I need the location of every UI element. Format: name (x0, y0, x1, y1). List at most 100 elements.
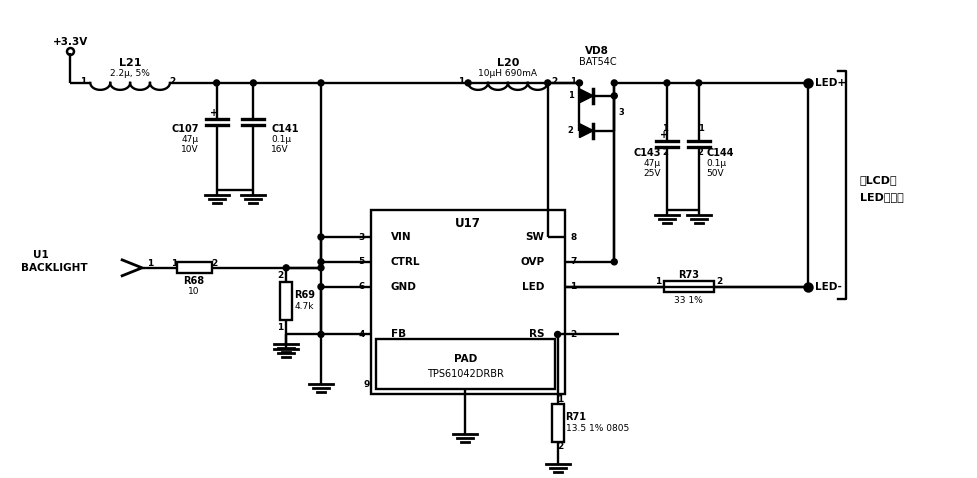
Text: 2.2μ, 5%: 2.2μ, 5% (110, 69, 149, 78)
Text: +: + (659, 130, 667, 140)
Text: LED供电端: LED供电端 (859, 192, 903, 202)
Text: R73: R73 (678, 270, 699, 280)
Text: SW: SW (525, 232, 544, 242)
Circle shape (804, 80, 810, 86)
Text: 1: 1 (80, 77, 86, 87)
Text: L20: L20 (496, 58, 519, 68)
Text: 9: 9 (362, 380, 369, 389)
Text: RS: RS (529, 329, 544, 339)
Circle shape (318, 234, 323, 240)
Text: 1: 1 (661, 124, 667, 133)
Text: U17: U17 (454, 217, 480, 229)
Text: 10V: 10V (181, 145, 198, 154)
Text: 1: 1 (171, 260, 177, 268)
Text: 1: 1 (570, 282, 576, 291)
Circle shape (318, 331, 323, 337)
Text: 2: 2 (661, 148, 667, 157)
Text: R71: R71 (565, 412, 586, 422)
Text: 3: 3 (617, 108, 623, 117)
Circle shape (695, 80, 701, 86)
Circle shape (318, 284, 323, 290)
Text: 6: 6 (359, 282, 364, 291)
Text: VD8: VD8 (585, 46, 609, 56)
Text: CTRL: CTRL (390, 257, 420, 267)
Text: 47μ: 47μ (643, 159, 660, 168)
Bar (177, 262, 211, 273)
Text: LED+: LED+ (814, 78, 845, 88)
Text: +3.3V: +3.3V (53, 37, 88, 47)
Text: 5: 5 (359, 257, 364, 266)
Text: 8: 8 (570, 232, 576, 241)
Text: 33 1%: 33 1% (674, 296, 702, 305)
Text: 25V: 25V (643, 169, 660, 178)
Text: 2: 2 (716, 277, 722, 286)
Text: PAD: PAD (453, 354, 476, 364)
Text: 1: 1 (147, 260, 153, 268)
Text: U1: U1 (32, 250, 49, 260)
Text: 4.7k: 4.7k (294, 302, 314, 311)
Text: 1: 1 (567, 91, 573, 100)
Text: 1: 1 (276, 323, 283, 332)
Circle shape (611, 93, 616, 99)
Circle shape (318, 259, 323, 265)
Circle shape (611, 80, 616, 86)
Text: 2: 2 (567, 126, 573, 135)
Text: 2: 2 (211, 260, 218, 268)
Text: C141: C141 (271, 124, 298, 134)
Text: 2: 2 (570, 330, 576, 339)
Polygon shape (579, 124, 593, 138)
Text: L21: L21 (119, 58, 142, 68)
Text: C143: C143 (633, 148, 660, 158)
Text: 0.1μ: 0.1μ (271, 135, 291, 144)
Text: C144: C144 (706, 148, 734, 158)
Circle shape (611, 259, 616, 265)
Text: 2: 2 (557, 442, 563, 451)
Text: BACKLIGHT: BACKLIGHT (21, 263, 87, 273)
Text: OVP: OVP (520, 257, 544, 267)
Text: 2: 2 (698, 148, 703, 157)
Circle shape (465, 80, 471, 86)
Bar (375, 339, 554, 389)
Circle shape (250, 80, 256, 86)
Text: 16V: 16V (271, 145, 288, 154)
Text: 1: 1 (569, 77, 574, 87)
Text: 1: 1 (457, 77, 464, 87)
Text: 10: 10 (188, 287, 199, 296)
Circle shape (283, 265, 289, 271)
Circle shape (575, 80, 582, 86)
Text: LED-: LED- (814, 282, 841, 292)
Text: BAT54C: BAT54C (578, 57, 616, 67)
Circle shape (554, 331, 560, 337)
Circle shape (663, 80, 669, 86)
Text: VIN: VIN (390, 232, 410, 242)
Circle shape (318, 265, 323, 271)
Bar (280, 282, 292, 319)
Text: 7: 7 (570, 257, 576, 266)
Text: 1: 1 (654, 277, 660, 286)
Text: C107: C107 (171, 124, 198, 134)
Text: 3: 3 (359, 232, 364, 241)
Bar (370, 210, 564, 394)
Text: 1: 1 (698, 124, 703, 133)
Polygon shape (579, 89, 593, 103)
Text: 47μ: 47μ (182, 135, 198, 144)
Text: 50V: 50V (706, 169, 724, 178)
Text: R69: R69 (294, 290, 315, 300)
Text: 2: 2 (551, 77, 557, 87)
Text: 13.5 1% 0805: 13.5 1% 0805 (565, 424, 628, 434)
Text: 0.1μ: 0.1μ (706, 159, 726, 168)
Text: LED: LED (522, 282, 544, 292)
Text: 接LCD的: 接LCD的 (859, 175, 897, 185)
Circle shape (213, 80, 220, 86)
Circle shape (318, 80, 323, 86)
Text: FB: FB (390, 329, 405, 339)
Text: TPS61042DRBR: TPS61042DRBR (426, 369, 503, 379)
Text: 2: 2 (276, 272, 283, 280)
Text: 1: 1 (557, 394, 563, 403)
Bar (551, 404, 563, 442)
Text: 4: 4 (358, 330, 364, 339)
Text: R68: R68 (183, 276, 204, 286)
Text: 10μH 690mA: 10μH 690mA (478, 69, 536, 78)
Text: +: + (209, 108, 218, 118)
Circle shape (544, 80, 550, 86)
